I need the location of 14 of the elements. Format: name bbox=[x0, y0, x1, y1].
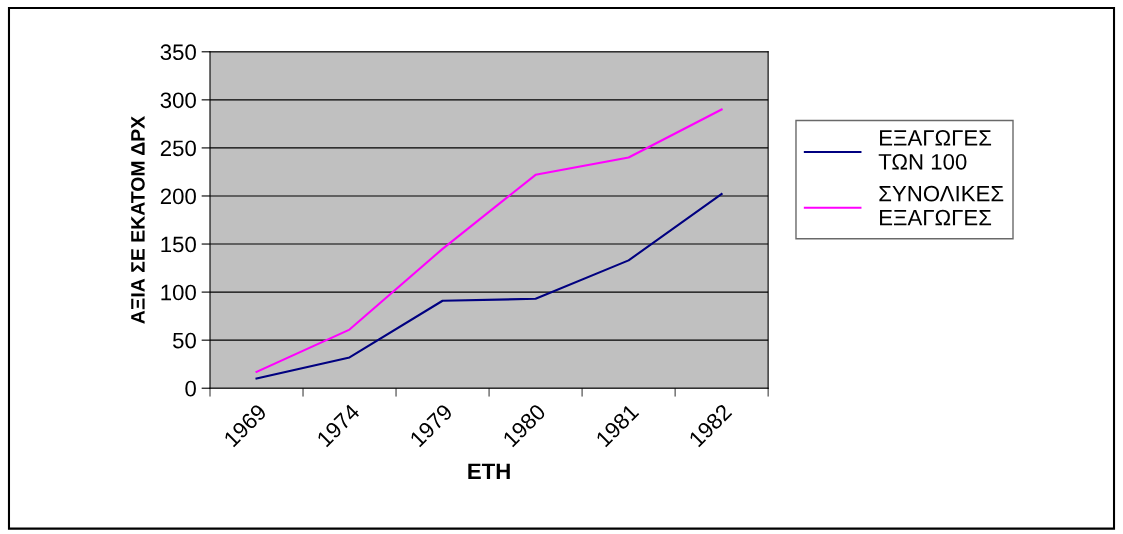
x-axis-title: ΕΤΗ bbox=[468, 463, 510, 479]
legend-label: ΕΞΑΓΩΓΕΣ ΤΩΝ 100 bbox=[878, 130, 992, 170]
y-tick-label: 50 bbox=[172, 332, 196, 349]
y-tick-label: 350 bbox=[160, 44, 196, 61]
y-tick-label: 200 bbox=[160, 188, 196, 205]
line-series bbox=[255, 108, 723, 373]
y-axis-title: ΑΞΙΑ ΣΕ ΕΚΑΤΟΜ ΔΡΧ bbox=[131, 116, 145, 324]
legend-label: ΣΥΝΟΛΙΚΕΣ ΕΞΑΓΩΓΕΣ bbox=[879, 185, 1004, 226]
y-tick-label: 100 bbox=[161, 284, 196, 301]
y-tick-label: 250 bbox=[160, 140, 196, 157]
line-series bbox=[255, 193, 723, 380]
y-tick-label: 0 bbox=[185, 380, 196, 397]
y-tick-label: 300 bbox=[160, 92, 196, 109]
y-tick-label: 150 bbox=[161, 236, 196, 253]
